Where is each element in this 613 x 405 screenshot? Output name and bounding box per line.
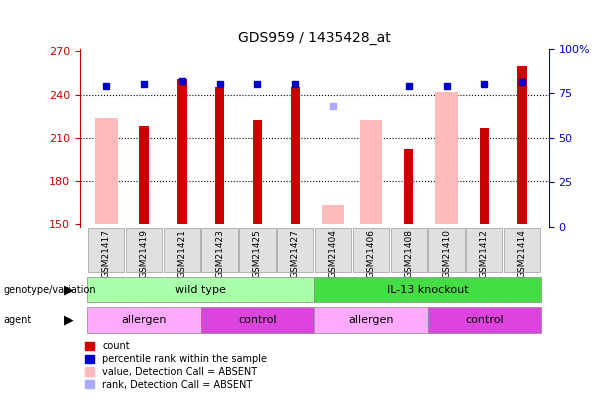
FancyBboxPatch shape: [88, 228, 124, 273]
Bar: [404, 149, 413, 224]
Text: GSM21410: GSM21410: [442, 229, 451, 278]
Bar: [517, 66, 527, 224]
Text: GSM21423: GSM21423: [215, 229, 224, 277]
Text: GSM21417: GSM21417: [102, 229, 111, 278]
Text: wild type: wild type: [175, 285, 226, 294]
FancyBboxPatch shape: [504, 228, 540, 273]
Bar: [215, 87, 224, 224]
FancyBboxPatch shape: [277, 228, 313, 273]
FancyBboxPatch shape: [87, 307, 200, 333]
FancyBboxPatch shape: [428, 228, 465, 273]
Text: GSM21414: GSM21414: [517, 229, 527, 277]
Text: agent: agent: [3, 315, 31, 325]
FancyBboxPatch shape: [126, 228, 162, 273]
FancyBboxPatch shape: [87, 277, 314, 302]
Text: ▶: ▶: [64, 313, 74, 326]
FancyBboxPatch shape: [466, 228, 503, 273]
Text: GSM21427: GSM21427: [291, 229, 300, 277]
Bar: [291, 87, 300, 224]
Text: GSM21406: GSM21406: [367, 229, 375, 278]
Text: GSM21404: GSM21404: [329, 229, 338, 277]
FancyBboxPatch shape: [202, 228, 238, 273]
Bar: [177, 79, 186, 224]
Bar: [360, 120, 383, 224]
Bar: [95, 117, 118, 224]
FancyBboxPatch shape: [390, 228, 427, 273]
Text: allergen: allergen: [121, 315, 167, 325]
FancyBboxPatch shape: [314, 307, 428, 333]
Text: control: control: [465, 315, 504, 325]
FancyBboxPatch shape: [239, 228, 276, 273]
FancyBboxPatch shape: [352, 228, 389, 273]
Title: GDS959 / 1435428_at: GDS959 / 1435428_at: [238, 31, 390, 45]
FancyBboxPatch shape: [314, 277, 541, 302]
Text: GSM21419: GSM21419: [140, 229, 148, 278]
FancyBboxPatch shape: [164, 228, 200, 273]
Text: genotype/variation: genotype/variation: [3, 285, 96, 294]
Text: GSM21421: GSM21421: [177, 229, 186, 277]
Text: GSM21425: GSM21425: [253, 229, 262, 277]
FancyBboxPatch shape: [428, 307, 541, 333]
Bar: [253, 120, 262, 224]
Bar: [322, 205, 345, 224]
Bar: [139, 126, 149, 224]
Text: IL-13 knockout: IL-13 knockout: [387, 285, 468, 294]
Text: GSM21408: GSM21408: [404, 229, 413, 278]
Text: ▶: ▶: [64, 283, 74, 296]
Bar: [479, 128, 489, 224]
Text: GSM21412: GSM21412: [480, 229, 489, 277]
Legend: count, percentile rank within the sample, value, Detection Call = ABSENT, rank, : count, percentile rank within the sample…: [85, 341, 267, 390]
FancyBboxPatch shape: [315, 228, 351, 273]
Text: control: control: [238, 315, 276, 325]
FancyBboxPatch shape: [200, 307, 314, 333]
Text: allergen: allergen: [348, 315, 394, 325]
Bar: [435, 92, 458, 224]
